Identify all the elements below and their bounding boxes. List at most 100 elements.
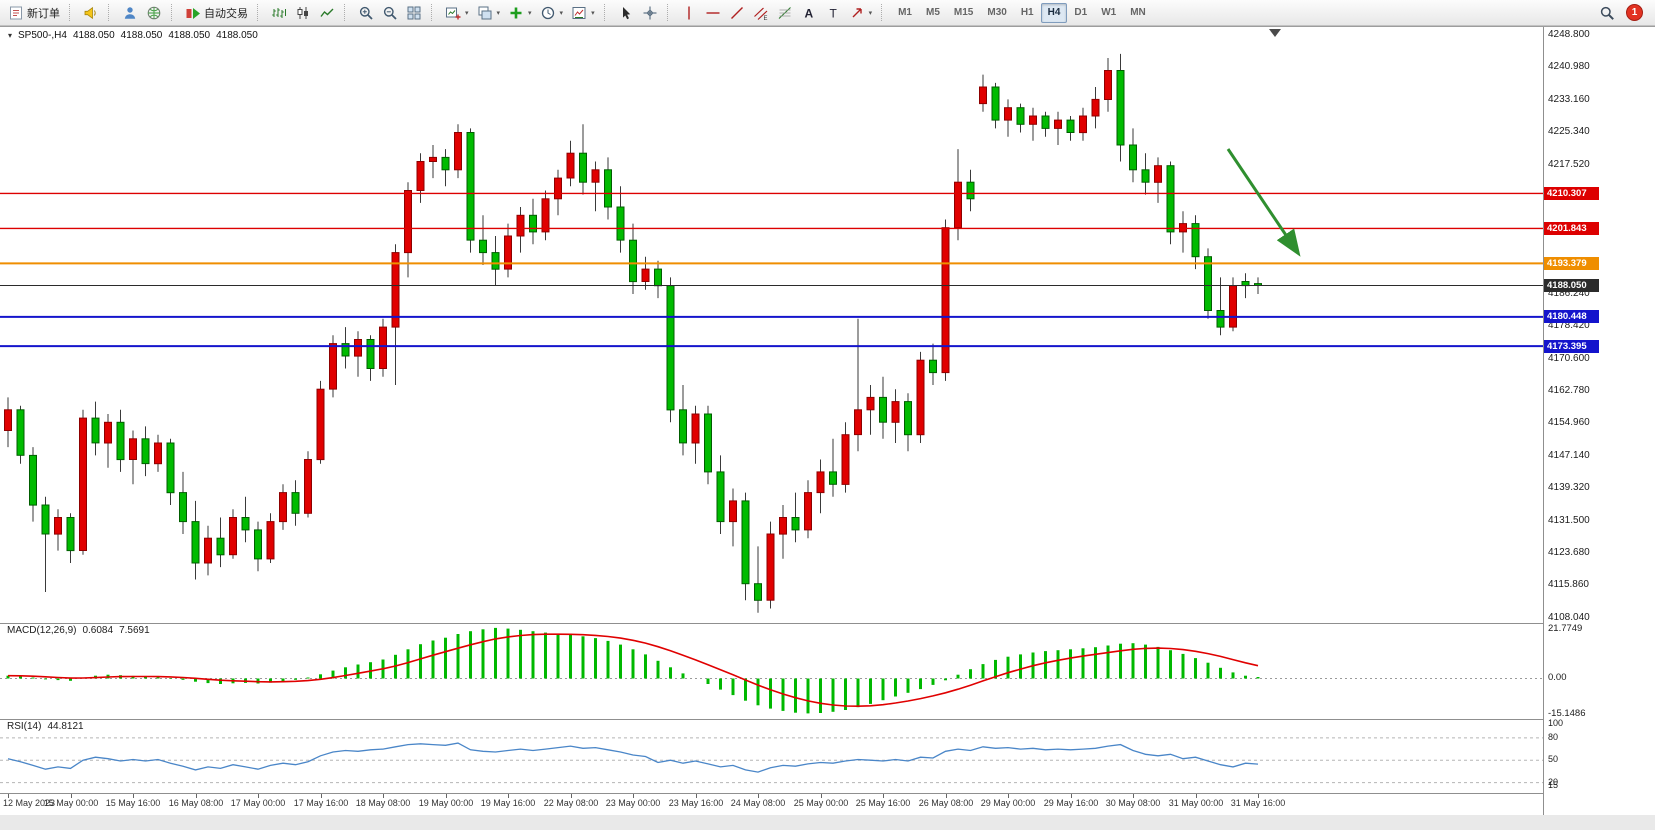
time-axis-label: 15 May 16:00 — [105, 798, 161, 808]
user-profile-button[interactable] — [118, 2, 142, 24]
toolbar-separator — [171, 4, 177, 21]
crosshair-button[interactable] — [638, 2, 662, 24]
vertical-line-button[interactable] — [677, 2, 701, 24]
tile-windows-icon — [406, 5, 422, 21]
price-axis-tick: 4115.860 — [1548, 579, 1589, 590]
timeframe-h4-button[interactable]: H4 — [1040, 2, 1068, 23]
price-axis-tick: 4186.240 — [1548, 288, 1590, 299]
add-indicator-icon — [508, 5, 524, 21]
time-axis[interactable]: 12 May 2023 15 May 00:00 15 May 16:00 16 Ma… — [0, 793, 1655, 815]
fibo-icon — [777, 5, 793, 21]
autotrade-button[interactable]: 自动交易 — [181, 2, 252, 24]
text-button[interactable]: A — [797, 2, 821, 24]
timeframe-h1-button[interactable]: H1 — [1020, 7, 1034, 18]
toolbar-separator — [257, 4, 263, 21]
price-line-badge: 4180.448 — [1544, 310, 1599, 323]
timeframe-w1-button[interactable]: W1 — [1101, 7, 1117, 18]
collapse-icon[interactable]: ▾ — [8, 31, 13, 40]
autotrade-icon — [185, 5, 201, 21]
market-overview-button[interactable] — [142, 2, 166, 24]
search-button[interactable] — [1595, 2, 1619, 24]
timeframe-d1-button[interactable]: D1 — [1074, 7, 1088, 18]
dropdown-caret-icon: ▾ — [868, 9, 873, 17]
time-axis-label: 29 May 16:00 — [1043, 798, 1099, 808]
time-axis-label: 25 May 16:00 — [855, 798, 911, 808]
fibonacci-button[interactable] — [773, 2, 797, 24]
time-axis-tick — [1258, 794, 1259, 798]
zoom-in-button[interactable] — [354, 2, 378, 24]
cursor-button[interactable] — [614, 2, 638, 24]
toolbar-separator — [108, 4, 114, 21]
new-chart-button[interactable]: ▾ — [441, 2, 473, 24]
dropdown-caret-icon: ▾ — [528, 9, 532, 17]
price-axis-tick: 4225.340 — [1548, 126, 1590, 137]
trendline-button[interactable] — [725, 2, 749, 24]
timeframe-m5-button[interactable]: M5 — [926, 7, 940, 18]
time-axis-tick — [446, 794, 447, 798]
price-axis-tick: 4139.320 — [1548, 482, 1590, 493]
time-axis-tick — [883, 794, 884, 798]
horizontal-line-button[interactable] — [701, 2, 725, 24]
time-axis-label: 19 May 00:00 — [418, 798, 474, 808]
tile-windows-button[interactable] — [402, 2, 426, 24]
time-axis-tick — [758, 794, 759, 798]
sound-alert-button[interactable] — [79, 2, 103, 24]
zoom-out-button[interactable] — [378, 2, 402, 24]
channel-icon: E — [753, 5, 769, 21]
price-axis-tick: 4108.040 — [1548, 612, 1590, 623]
rsi-axis-tick: 15 — [1548, 780, 1559, 790]
rsi-axis-tick: 50 — [1548, 754, 1559, 764]
time-axis-label: 15 May 00:00 — [43, 798, 99, 808]
profiles-button[interactable]: ▾ — [473, 2, 505, 24]
candlestick-icon — [295, 5, 311, 21]
globe-icon — [146, 5, 162, 21]
toolbar-right: 1 — [1595, 2, 1651, 24]
periods-button[interactable]: ▾ — [536, 2, 568, 24]
time-axis-tick — [1196, 794, 1197, 798]
time-axis-label: 17 May 16:00 — [293, 798, 349, 808]
notification-badge[interactable]: 1 — [1626, 4, 1643, 21]
price-line-badge: 4188.050 — [1544, 279, 1599, 292]
price-chart-canvas[interactable] — [0, 27, 1543, 623]
price-axis-tick: 4217.520 — [1548, 159, 1590, 170]
chart-window: ▾ SP500-,H4 4188.050 4188.050 4188.050 4… — [0, 26, 1655, 815]
price-line-badge: 4210.307 — [1544, 187, 1599, 200]
arrows-button[interactable]: ▾ — [845, 2, 877, 24]
macd-pane — [0, 623, 1655, 719]
time-axis-tick — [821, 794, 822, 798]
time-axis-tick — [258, 794, 259, 798]
candlestick-chart-button[interactable] — [291, 2, 315, 24]
zoom-in-icon — [358, 5, 374, 21]
time-axis-tick — [8, 794, 9, 798]
zoom-out-icon — [382, 5, 398, 21]
trendline-icon — [729, 5, 745, 21]
timeframe-m30-button[interactable]: M30 — [987, 7, 1007, 18]
templates-button[interactable]: ▾ — [567, 2, 599, 24]
label-button[interactable]: T — [821, 2, 845, 24]
macd-chart-canvas[interactable] — [0, 624, 1543, 719]
profile-icon — [122, 5, 138, 21]
timeframe-mn-button[interactable]: MN — [1130, 7, 1146, 18]
time-axis-label: 25 May 00:00 — [793, 798, 849, 808]
price-axis[interactable]: 4248.800 4240.980 4233.160 4225.340 4217.520… — [1543, 27, 1655, 815]
add-indicator-button[interactable]: ▾ — [504, 2, 536, 24]
timeframe-m15-button[interactable]: M15 — [953, 7, 974, 18]
chart-high-value: 4188.050 — [120, 30, 163, 41]
time-axis-tick — [696, 794, 697, 798]
price-axis-tick: 4178.420 — [1548, 320, 1590, 331]
time-axis-tick — [633, 794, 634, 798]
rsi-name: RSI(14) — [7, 721, 42, 732]
line-chart-icon — [319, 5, 335, 21]
bar-chart-button[interactable] — [267, 2, 291, 24]
line-chart-button[interactable] — [315, 2, 339, 24]
macd-axis-tick: -15.1486 — [1548, 708, 1586, 719]
macd-signal-value: 7.5691 — [119, 625, 150, 636]
time-axis-label: 31 May 16:00 — [1230, 798, 1286, 808]
rsi-chart-canvas[interactable] — [0, 720, 1543, 793]
channel-button[interactable]: E — [749, 2, 773, 24]
dropdown-caret-icon: ▾ — [465, 9, 469, 17]
time-axis-label: 24 May 08:00 — [730, 798, 786, 808]
new-order-button[interactable]: 新订单 — [4, 2, 64, 24]
timeframe-m1-button[interactable]: M1 — [898, 7, 912, 18]
time-axis-label: 26 May 08:00 — [918, 798, 974, 808]
